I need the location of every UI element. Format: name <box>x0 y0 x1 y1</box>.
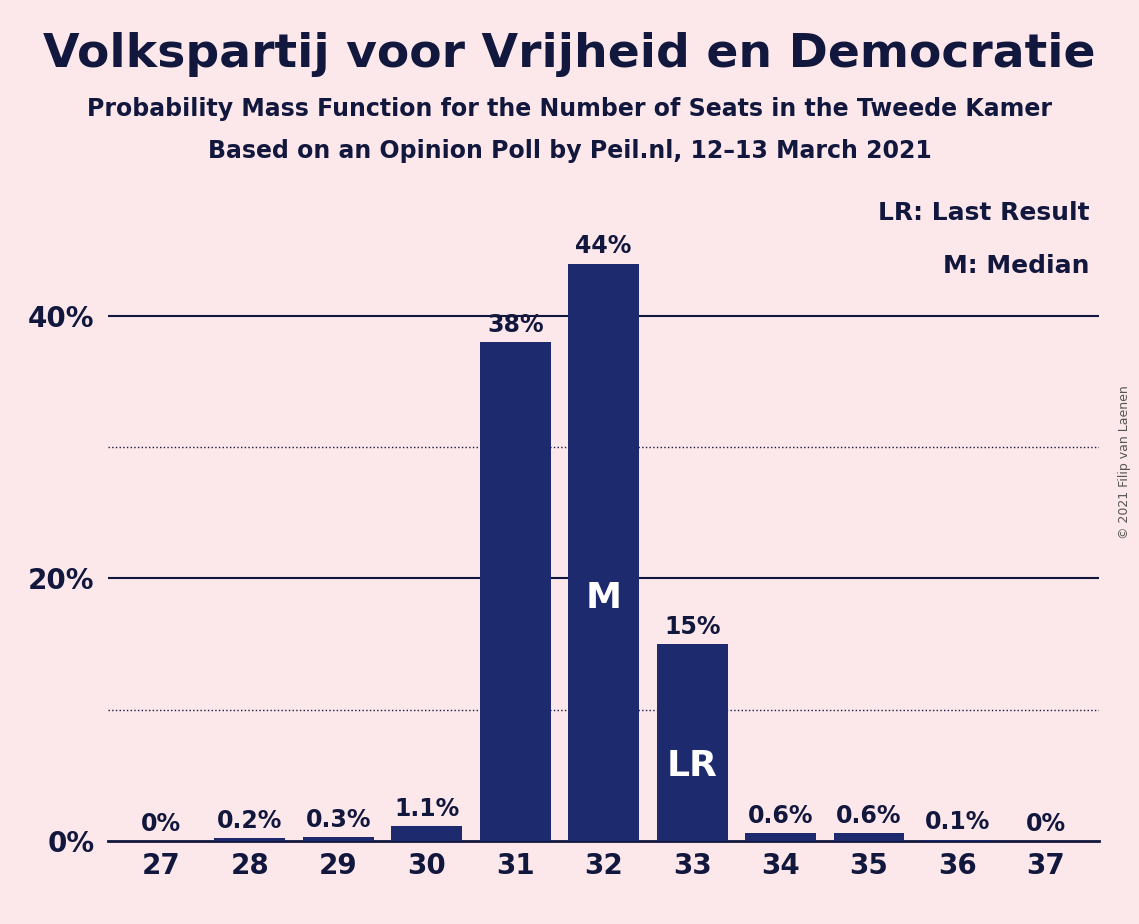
Bar <box>303 837 374 841</box>
Bar <box>745 833 816 841</box>
Text: Probability Mass Function for the Number of Seats in the Tweede Kamer: Probability Mass Function for the Number… <box>87 97 1052 121</box>
Text: 44%: 44% <box>575 235 632 259</box>
Text: Based on an Opinion Poll by Peil.nl, 12–13 March 2021: Based on an Opinion Poll by Peil.nl, 12–… <box>207 139 932 163</box>
Bar <box>480 342 550 841</box>
Text: 0.1%: 0.1% <box>925 810 990 834</box>
Bar <box>657 644 728 841</box>
Bar <box>923 840 993 841</box>
Text: 0.6%: 0.6% <box>748 804 813 828</box>
Bar <box>392 826 462 841</box>
Text: LR: Last Result: LR: Last Result <box>878 201 1089 225</box>
Text: LR: LR <box>666 749 718 783</box>
Text: 0.6%: 0.6% <box>836 804 902 828</box>
Text: Volkspartij voor Vrijheid en Democratie: Volkspartij voor Vrijheid en Democratie <box>43 32 1096 78</box>
Text: 1.1%: 1.1% <box>394 797 459 821</box>
Text: M: Median: M: Median <box>943 254 1089 278</box>
Bar <box>214 838 285 841</box>
Text: 0%: 0% <box>1026 811 1066 835</box>
Bar <box>568 263 639 841</box>
Text: © 2021 Filip van Laenen: © 2021 Filip van Laenen <box>1117 385 1131 539</box>
Text: 0.3%: 0.3% <box>305 808 371 832</box>
Text: M: M <box>585 581 622 615</box>
Text: 0.2%: 0.2% <box>218 809 282 833</box>
Text: 15%: 15% <box>664 614 720 638</box>
Text: 38%: 38% <box>486 313 543 337</box>
Text: 0%: 0% <box>141 811 181 835</box>
Bar <box>834 833 904 841</box>
